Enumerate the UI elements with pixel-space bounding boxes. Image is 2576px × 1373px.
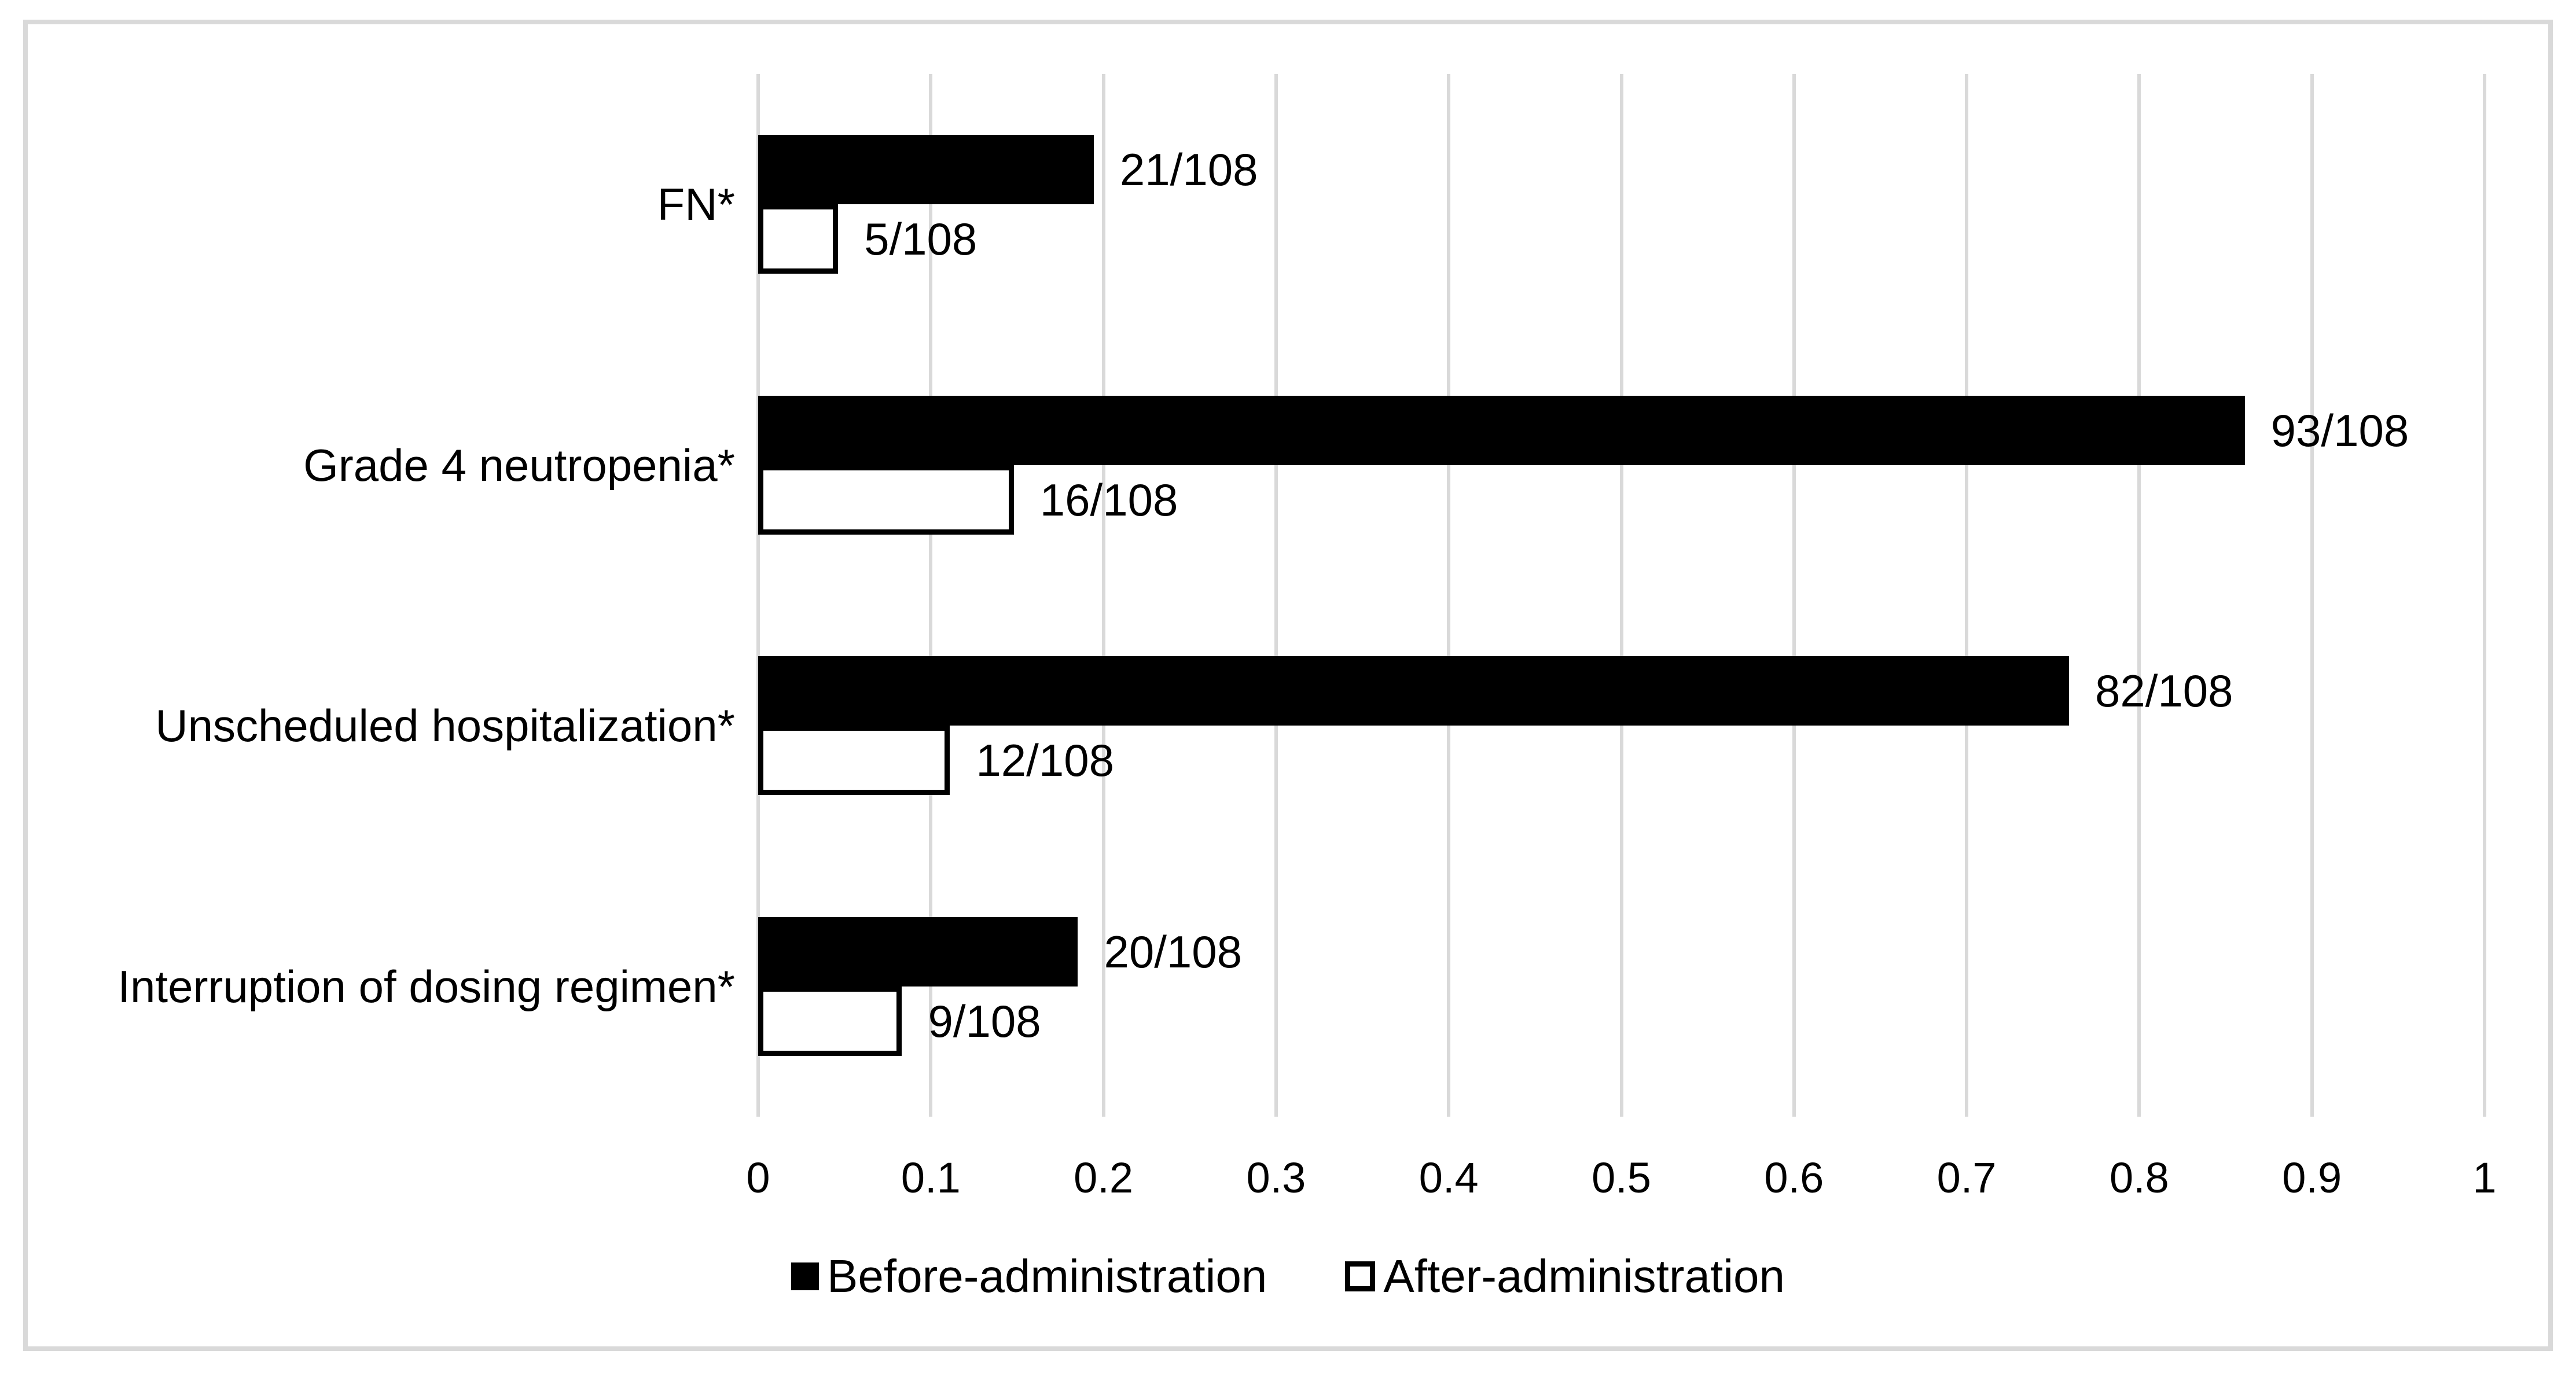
x-tick-0: 0 bbox=[746, 1154, 770, 1202]
legend-label-after: After-administration bbox=[1383, 1250, 1785, 1302]
gridline-0.5 bbox=[1619, 74, 1623, 1117]
x-tick-0.5: 0.5 bbox=[1592, 1154, 1651, 1202]
x-tick-0.7: 0.7 bbox=[1936, 1154, 1997, 1202]
bar-value-label: 9/108 bbox=[928, 995, 1041, 1047]
bar-value-label: 82/108 bbox=[2094, 665, 2233, 717]
bar-value-label: 16/108 bbox=[1039, 474, 1178, 525]
bar-after-3 bbox=[758, 986, 902, 1056]
x-tick-0.3: 0.3 bbox=[1246, 1154, 1306, 1202]
legend-label-before: Before-administration bbox=[827, 1250, 1267, 1302]
gridline-0.9 bbox=[2310, 74, 2314, 1117]
gridline-0 bbox=[756, 74, 760, 1117]
bar-before-2 bbox=[758, 656, 2069, 726]
x-tick-0.2: 0.2 bbox=[1074, 1154, 1134, 1202]
gridline-1 bbox=[2483, 74, 2486, 1117]
plot-area: 21/108 5/108 93/108 16/108 82/108 12/108 20/10… bbox=[756, 74, 2486, 1117]
category-label-0: FN* bbox=[657, 179, 735, 230]
gridline-0.4 bbox=[1447, 74, 1451, 1117]
legend: Before-administration After-administrati… bbox=[0, 1247, 2576, 1305]
bar-before-1 bbox=[758, 395, 2245, 465]
x-tick-0.9: 0.9 bbox=[2282, 1154, 2342, 1202]
bar-value-label: 21/108 bbox=[1119, 144, 1258, 196]
gridline-0.1 bbox=[929, 74, 933, 1117]
gridline-0.8 bbox=[2137, 74, 2141, 1117]
legend-item-after: After-administration bbox=[1345, 1247, 1785, 1305]
bar-after-0 bbox=[758, 204, 839, 274]
x-tick-1: 1 bbox=[2472, 1154, 2497, 1202]
bar-value-label: 5/108 bbox=[864, 214, 978, 265]
category-label-1: Grade 4 neutropenia* bbox=[303, 439, 735, 491]
x-tick-0.1: 0.1 bbox=[901, 1154, 961, 1202]
bar-after-1 bbox=[758, 465, 1014, 535]
bar-before-3 bbox=[758, 916, 1078, 987]
legend-item-before: Before-administration bbox=[791, 1247, 1267, 1305]
category-label-2: Unscheduled hospitalization* bbox=[155, 700, 735, 752]
bar-value-label: 12/108 bbox=[976, 735, 1114, 786]
gridline-0.3 bbox=[1274, 74, 1278, 1117]
x-tick-0.6: 0.6 bbox=[1764, 1154, 1824, 1202]
bar-after-2 bbox=[758, 726, 950, 796]
x-tick-0.4: 0.4 bbox=[1419, 1154, 1479, 1202]
gridline-0.7 bbox=[1965, 74, 1969, 1117]
legend-filled-square-icon bbox=[791, 1262, 820, 1290]
gridline-0.6 bbox=[1792, 74, 1796, 1117]
x-tick-0.8: 0.8 bbox=[2109, 1154, 2169, 1202]
gridline-0.2 bbox=[1101, 74, 1105, 1117]
bar-before-0 bbox=[758, 135, 1094, 205]
figure-border bbox=[23, 20, 2553, 1351]
bar-value-label: 93/108 bbox=[2270, 404, 2409, 456]
category-label-3: Interruption of dosing regimen* bbox=[117, 960, 735, 1012]
legend-hollow-square-icon bbox=[1345, 1261, 1376, 1291]
bar-value-label: 20/108 bbox=[1104, 926, 1243, 977]
